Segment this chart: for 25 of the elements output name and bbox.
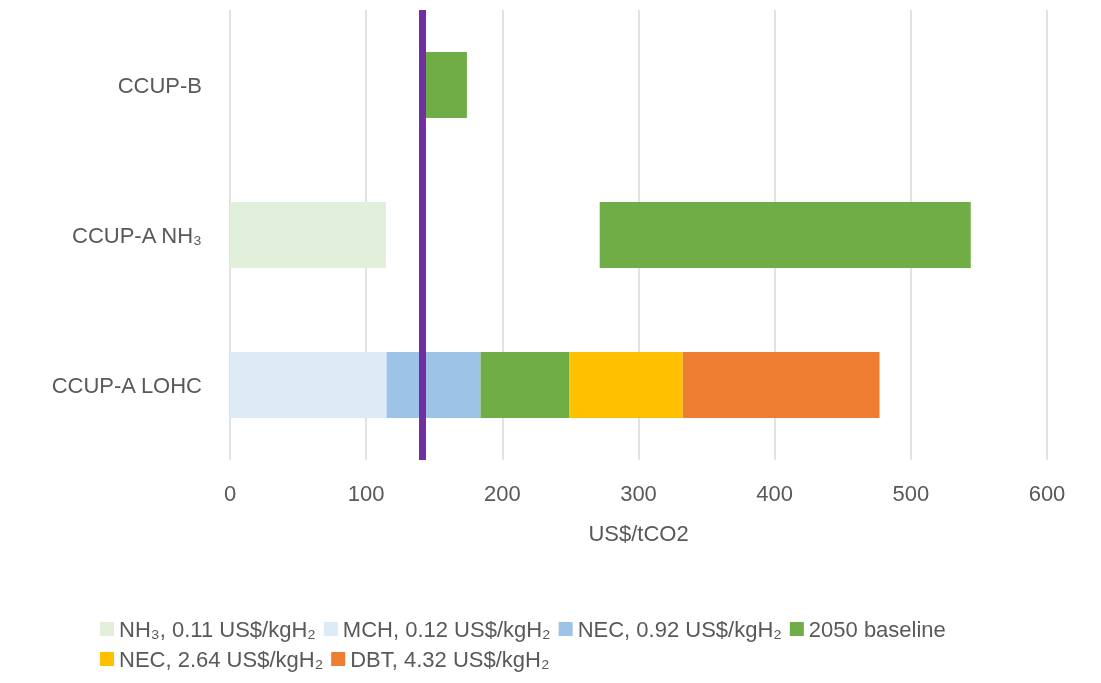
bar bbox=[424, 52, 467, 118]
x-tick-label: 400 bbox=[756, 480, 794, 506]
y-tick-label: CCUP-B bbox=[117, 72, 202, 98]
x-tick-label: 200 bbox=[483, 480, 521, 506]
legend-label: MCH, 0.12 US$/kgH₂ bbox=[342, 616, 551, 642]
legend-label: NEC, 0.92 US$/kgH₂ bbox=[577, 616, 782, 642]
bar bbox=[569, 352, 683, 418]
bar bbox=[230, 202, 386, 268]
legend-label: NEC, 2.64 US$/kgH₂ bbox=[119, 646, 324, 672]
x-tick-label: 300 bbox=[620, 480, 657, 506]
y-tick-label: CCUP-A LOHC bbox=[51, 372, 203, 398]
bar bbox=[230, 352, 387, 418]
y-tick-label: CCUP-A NH₃ bbox=[72, 222, 202, 248]
legend-label: NH₃, 0.11 US$/kgH₂ bbox=[119, 616, 316, 642]
bar bbox=[599, 202, 971, 268]
legend-label: DBT, 4.32 US$/kgH₂ bbox=[350, 646, 550, 672]
bar bbox=[480, 352, 570, 418]
x-tick-label: 100 bbox=[347, 480, 385, 506]
bar bbox=[386, 352, 481, 418]
x-axis-title: US$/tCO2 bbox=[588, 520, 689, 546]
legend-label: 2050 baseline bbox=[808, 616, 946, 642]
bar bbox=[682, 352, 880, 418]
x-tick-label: 0 bbox=[223, 480, 237, 506]
x-tick-label: 500 bbox=[892, 480, 930, 506]
x-tick-label: 600 bbox=[1028, 480, 1066, 506]
